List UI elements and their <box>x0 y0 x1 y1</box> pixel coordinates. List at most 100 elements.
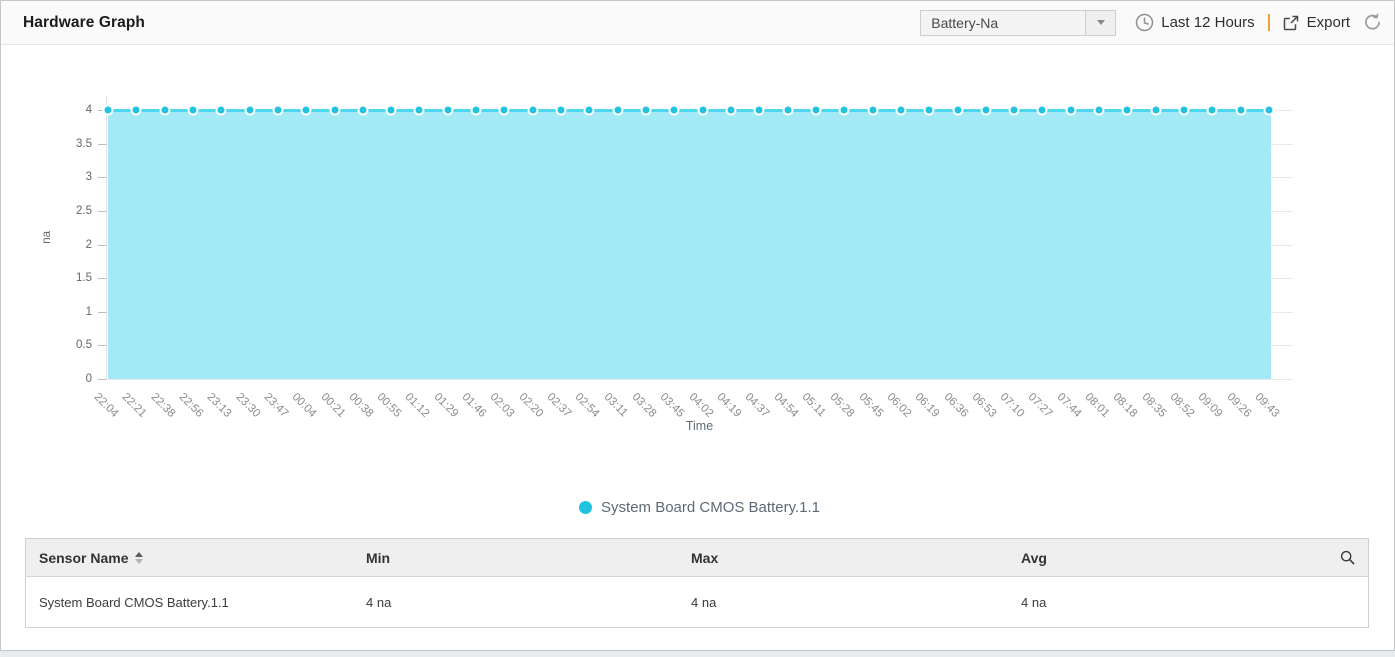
data-point-marker[interactable] <box>300 104 312 116</box>
x-tick-label-text: 02:37 <box>544 391 574 420</box>
data-point-marker[interactable] <box>413 104 425 116</box>
data-point-marker[interactable] <box>640 104 652 116</box>
data-point-marker[interactable] <box>895 104 907 116</box>
y-tick-label: 1 <box>85 305 92 318</box>
panel-header: Hardware Graph Battery-Na Last 12 Hours … <box>1 1 1394 45</box>
y-tick-label: 2 <box>85 238 92 251</box>
chart-legend[interactable]: System Board CMOS Battery.1.1 <box>106 499 1293 516</box>
data-point-marker[interactable] <box>130 104 142 116</box>
y-tick-label: 4 <box>85 104 92 116</box>
x-tick-label-text: 03:11 <box>601 391 630 420</box>
x-tick-label-text: 04:37 <box>742 391 772 420</box>
data-point-marker[interactable] <box>1263 104 1275 116</box>
data-point-marker[interactable] <box>923 104 935 116</box>
y-tick-label: 2.5 <box>76 204 92 217</box>
x-tick-label-text: 09:09 <box>1195 391 1225 420</box>
data-point-marker[interactable] <box>470 104 482 116</box>
data-point-marker[interactable] <box>159 104 171 116</box>
cell-max: 4 na <box>691 594 717 610</box>
y-tick-label: 0.5 <box>76 339 92 352</box>
data-point-marker[interactable] <box>1008 104 1020 116</box>
sensor-table: Sensor Name Min Max Avg System Board CMO… <box>25 538 1369 628</box>
export-button[interactable]: Export <box>1282 14 1350 32</box>
data-point-marker[interactable] <box>102 104 114 116</box>
chevron-down-icon <box>1096 20 1105 25</box>
x-tick-label-text: 22:38 <box>148 391 177 420</box>
data-point-marker[interactable] <box>442 104 454 116</box>
data-point-marker[interactable] <box>810 104 822 116</box>
sort-icon[interactable] <box>135 551 144 564</box>
table-row[interactable]: System Board CMOS Battery.1.1 4 na 4 na … <box>26 577 1368 627</box>
y-axis-line <box>106 96 107 379</box>
data-point-marker[interactable] <box>385 104 397 116</box>
x-tick-label-text: 09:26 <box>1224 391 1254 420</box>
x-tick-label-text: 04:54 <box>771 391 800 420</box>
time-range-label[interactable]: Last 12 Hours <box>1161 14 1255 31</box>
y-tick-mark <box>98 177 106 179</box>
legend-marker-icon <box>579 501 593 514</box>
data-point-marker[interactable] <box>272 104 284 116</box>
data-point-marker[interactable] <box>329 104 341 116</box>
data-point-marker[interactable] <box>1206 104 1218 116</box>
data-point-marker[interactable] <box>1036 104 1048 116</box>
data-point-marker[interactable] <box>1150 104 1162 116</box>
search-icon <box>1340 550 1355 565</box>
x-tick-label-text: 02:03 <box>487 391 517 420</box>
data-point-marker[interactable] <box>357 104 369 116</box>
table-header-row: Sensor Name Min Max Avg <box>26 539 1368 577</box>
data-point-marker[interactable] <box>1065 104 1077 116</box>
page-title: Hardware Graph <box>23 13 145 31</box>
refresh-icon <box>1365 13 1380 30</box>
refresh-button[interactable] <box>1363 13 1382 32</box>
data-point-marker[interactable] <box>838 104 850 116</box>
data-point-marker[interactable] <box>1178 104 1190 116</box>
data-point-marker[interactable] <box>952 104 963 116</box>
x-tick-label-text: 22:56 <box>176 391 206 420</box>
y-tick-mark <box>98 244 106 246</box>
series-line <box>108 109 1271 112</box>
y-tick-label: 3 <box>85 171 92 184</box>
data-point-marker[interactable] <box>498 104 510 116</box>
cell-avg: 4 na <box>1021 594 1047 610</box>
data-point-marker[interactable] <box>215 104 227 116</box>
legend-label: System Board CMOS Battery.1.1 <box>601 499 820 516</box>
export-icon <box>1283 15 1298 30</box>
data-point-marker[interactable] <box>612 104 624 116</box>
column-header-max[interactable]: Max <box>691 549 719 566</box>
data-point-marker[interactable] <box>1235 104 1247 116</box>
data-point-marker[interactable] <box>753 104 765 116</box>
sensor-select-dropdown[interactable]: Battery-Na <box>920 9 1117 36</box>
column-header-sensor-name[interactable]: Sensor Name <box>26 550 366 566</box>
sort-asc-icon <box>135 551 144 557</box>
data-point-marker[interactable] <box>867 104 879 116</box>
data-point-marker[interactable] <box>782 104 794 116</box>
dropdown-arrow-button[interactable] <box>1085 10 1116 35</box>
x-tick-label-text: 23:30 <box>233 391 262 420</box>
data-point-marker[interactable] <box>527 104 539 116</box>
data-point-marker[interactable] <box>555 104 567 116</box>
y-tick-mark <box>98 345 106 347</box>
x-tick-label-text: 03:45 <box>657 391 687 420</box>
data-point-marker[interactable] <box>187 104 199 116</box>
data-point-marker[interactable] <box>583 104 595 116</box>
x-tick-label-text: 02:20 <box>516 391 546 420</box>
data-point-marker[interactable] <box>980 104 992 116</box>
data-point-marker[interactable] <box>697 104 709 116</box>
sensor-select-value: Battery-Na <box>931 14 999 31</box>
data-point-marker[interactable] <box>1121 104 1133 116</box>
x-tick-label-text: 08:18 <box>1110 391 1140 420</box>
x-tick-label-text: 01:12 <box>402 391 432 420</box>
data-point-marker[interactable] <box>244 104 256 116</box>
y-tick-label: 3.5 <box>76 137 92 150</box>
y-tick-mark <box>98 311 106 313</box>
data-point-marker[interactable] <box>668 104 680 116</box>
x-tick-label-text: 06:02 <box>884 391 914 420</box>
table-search-button[interactable] <box>1324 550 1368 565</box>
data-point-marker[interactable] <box>725 104 737 116</box>
column-header-avg[interactable]: Avg <box>1021 549 1047 566</box>
data-point-marker[interactable] <box>1093 104 1105 116</box>
header-controls: Battery-Na Last 12 Hours Export <box>920 1 1382 44</box>
x-tick-label-text: 01:29 <box>431 391 461 420</box>
column-header-min[interactable]: Min <box>366 549 391 566</box>
series-area-fill <box>108 112 1271 379</box>
